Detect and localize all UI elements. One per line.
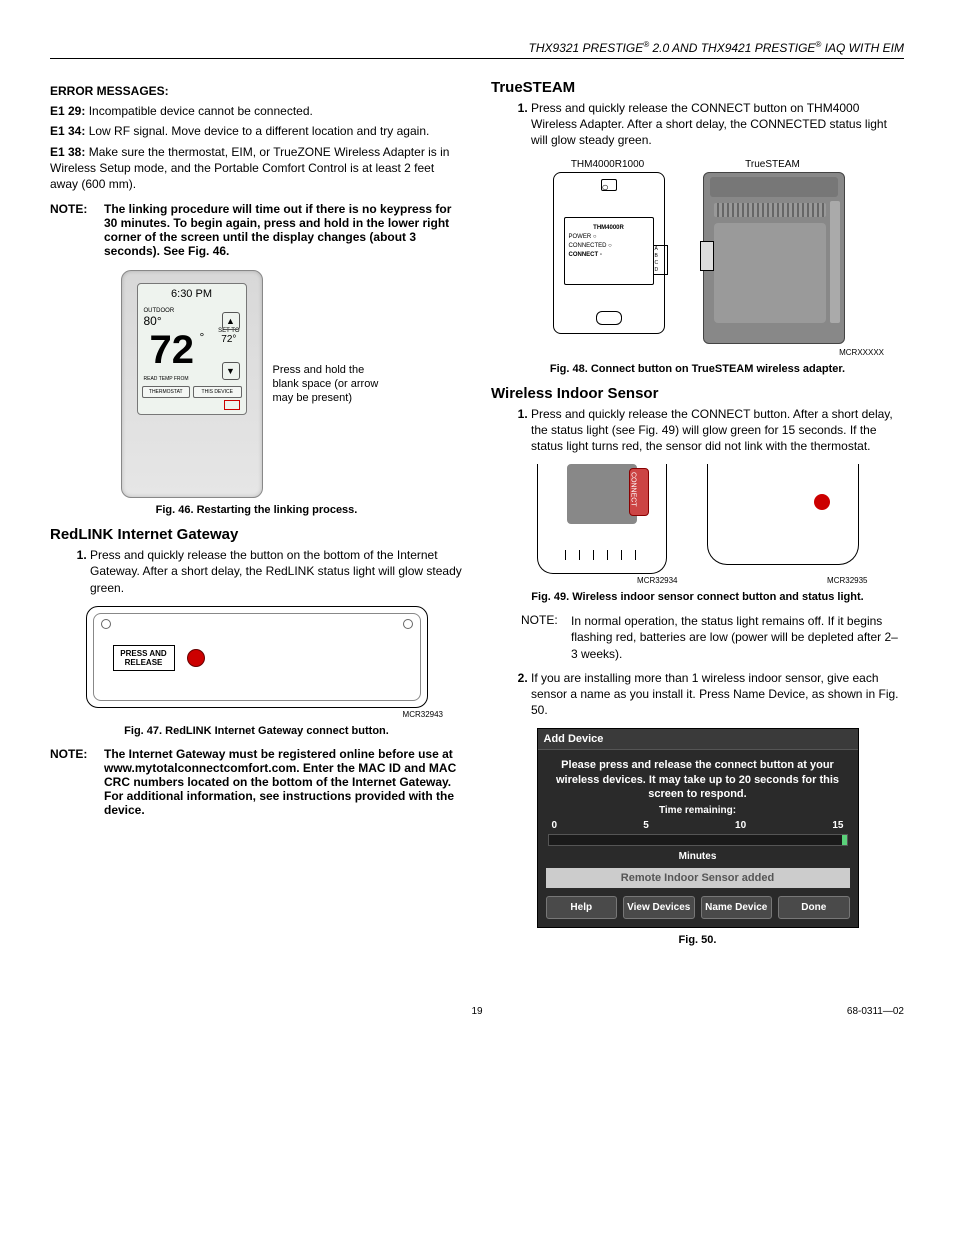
redlink-gateway-title: RedLINK Internet Gateway xyxy=(50,526,463,543)
indoor-temp: 72 xyxy=(150,328,195,373)
truesteam-label: TrueSTEAM xyxy=(703,159,843,170)
press-hold-target-icon xyxy=(224,400,240,410)
left-column: ERROR MESSAGES: E1 29: Incompatible devi… xyxy=(50,79,463,956)
doc-number: 68-0311—02 xyxy=(847,1006,904,1017)
truesteam-steps: Press and quickly release the CONNECT bu… xyxy=(491,100,904,149)
truesteam-step-1: Press and quickly release the CONNECT bu… xyxy=(531,100,904,149)
thm-name: THM4000R xyxy=(569,225,649,231)
note-linking-timeout: NOTE: The linking procedure will time ou… xyxy=(50,202,463,258)
fig47-code: MCR32943 xyxy=(50,710,443,719)
connect-label: CONNECT ▫ xyxy=(569,252,649,258)
read-temp-label: READ TEMP FROM xyxy=(144,376,189,382)
wis-steps-1: Press and quickly release the CONNECT bu… xyxy=(491,406,904,455)
thermostat-screen: 6:30 PM OUTDOOR 80° 72 ° SET TO72° ▲ ▼ R… xyxy=(137,283,247,415)
error-e129: E1 29: Incompatible device cannot be con… xyxy=(50,103,463,119)
add-device-title: Add Device xyxy=(538,729,858,750)
wis-step-2: If you are installing more than 1 wirele… xyxy=(531,670,904,719)
truesteam-title: TrueSTEAM xyxy=(491,79,904,96)
add-device-message: Please press and release the connect but… xyxy=(538,750,858,805)
header-text-2: 2.0 AND THX9421 PRESTIGE xyxy=(649,41,815,55)
sensor-added-status: Remote Indoor Sensor added xyxy=(546,868,850,888)
page-header: THX9321 PRESTIGE® 2.0 AND THX9421 PRESTI… xyxy=(50,40,904,59)
fig48-code: MCRXXXXX xyxy=(491,348,884,357)
fig49-figure: CONNECT xyxy=(491,464,904,574)
header-text-3: IAQ WITH EIM xyxy=(821,41,904,55)
thm4000-box: THM4000R1000 ○ THM4000R POWER ○ CONNECTE… xyxy=(553,159,663,334)
connect-button-icon: CONNECT xyxy=(629,468,649,516)
time-remaining-label: Time remaining: xyxy=(538,805,858,820)
down-arrow-icon: ▼ xyxy=(222,362,240,380)
page-number: 19 xyxy=(471,1006,482,1017)
fig47-caption: Fig. 47. RedLINK Internet Gateway connec… xyxy=(50,725,463,737)
done-button[interactable]: Done xyxy=(778,896,850,919)
battery-icon xyxy=(567,464,637,524)
minutes-label: Minutes xyxy=(538,849,858,868)
terminal-abcd-icon: A B C D xyxy=(653,245,668,275)
press-release-label: PRESS AND RELEASE xyxy=(113,645,175,671)
outdoor-value: 80° xyxy=(144,314,162,328)
time-scale: 0 5 10 15 xyxy=(538,820,858,831)
error-messages-title: ERROR MESSAGES: xyxy=(50,83,463,99)
fig46-side-note: Press and hold the blank space (or arrow… xyxy=(273,363,393,406)
screen-buttons: THERMOSTAT THIS DEVICE xyxy=(142,386,242,398)
wis-steps-2: If you are installing more than 1 wirele… xyxy=(491,670,904,719)
wireless-indoor-sensor-title: Wireless Indoor Sensor xyxy=(491,385,904,402)
view-devices-button[interactable]: View Devices xyxy=(623,896,695,919)
fig47-gateway-icon: PRESS AND RELEASE xyxy=(86,606,428,708)
fig50-caption: Fig. 50. xyxy=(491,934,904,946)
note-gateway-register: NOTE: The Internet Gateway must be regis… xyxy=(50,747,463,817)
error-e138: E1 38: Make sure the thermostat, EIM, or… xyxy=(50,144,463,193)
redlink-steps: Press and quickly release the button on … xyxy=(50,547,463,596)
fig48-caption: Fig. 48. Connect button on TrueSTEAM wir… xyxy=(491,363,904,375)
error-e134: E1 34: Low RF signal. Move device to a d… xyxy=(50,123,463,139)
right-column: TrueSTEAM Press and quickly release the … xyxy=(491,79,904,956)
connected-label: CONNECTED ○ xyxy=(569,243,649,249)
truesteam-unit-box: TrueSTEAM xyxy=(703,159,843,344)
fig46-figure: 6:30 PM OUTDOOR 80° 72 ° SET TO72° ▲ ▼ R… xyxy=(50,270,463,498)
screen-time: 6:30 PM xyxy=(138,288,246,300)
add-device-buttons: Help View Devices Name Device Done xyxy=(538,888,858,927)
thm4000-icon: ○ THM4000R POWER ○ CONNECTED ○ CONNECT ▫… xyxy=(553,172,665,334)
sensor-front-icon xyxy=(707,464,859,565)
note-status-light: NOTE: In normal operation, the status li… xyxy=(521,613,904,662)
thermostat-button: THERMOSTAT xyxy=(142,386,191,398)
thm4000-label: THM4000R1000 xyxy=(553,159,663,170)
wis-step-1: Press and quickly release the CONNECT bu… xyxy=(531,406,904,455)
vents-icon xyxy=(557,550,647,560)
fig48-figure: THM4000R1000 ○ THM4000R POWER ○ CONNECTE… xyxy=(491,159,904,344)
progress-fill-icon xyxy=(842,835,847,845)
this-device-button: THIS DEVICE xyxy=(193,386,242,398)
progress-bar xyxy=(548,834,848,846)
portable-comfort-control-icon: 6:30 PM OUTDOOR 80° 72 ° SET TO72° ▲ ▼ R… xyxy=(121,270,263,498)
name-device-button[interactable]: Name Device xyxy=(701,896,773,919)
header-text-1: THX9321 PRESTIGE xyxy=(529,41,644,55)
grill-icon xyxy=(714,203,826,217)
fig49-code-2: MCR32935 xyxy=(718,576,868,585)
power-label: POWER ○ xyxy=(569,234,649,240)
status-light-icon xyxy=(814,494,830,510)
connect-button-icon xyxy=(187,649,205,667)
truesteam-unit-icon xyxy=(703,172,845,344)
degree-icon: ° xyxy=(200,330,205,344)
fig49-code-1: MCR32934 xyxy=(528,576,678,585)
redlink-step-1: Press and quickly release the button on … xyxy=(90,547,463,596)
terminal-icon xyxy=(700,241,714,271)
fig50-add-device-screen: Add Device Please press and release the … xyxy=(537,728,859,928)
set-to-label: SET TO72° xyxy=(218,328,239,345)
fig49-caption: Fig. 49. Wireless indoor sensor connect … xyxy=(491,591,904,603)
help-button[interactable]: Help xyxy=(546,896,618,919)
screw-hole-icon xyxy=(403,619,413,629)
screw-hole-icon xyxy=(101,619,111,629)
page-footer: 19 68-0311—02 xyxy=(50,1006,904,1020)
sensor-back-icon: CONNECT xyxy=(537,464,667,574)
up-arrow-icon: ▲ xyxy=(222,312,240,330)
fig46-caption: Fig. 46. Restarting the linking process. xyxy=(50,504,463,516)
